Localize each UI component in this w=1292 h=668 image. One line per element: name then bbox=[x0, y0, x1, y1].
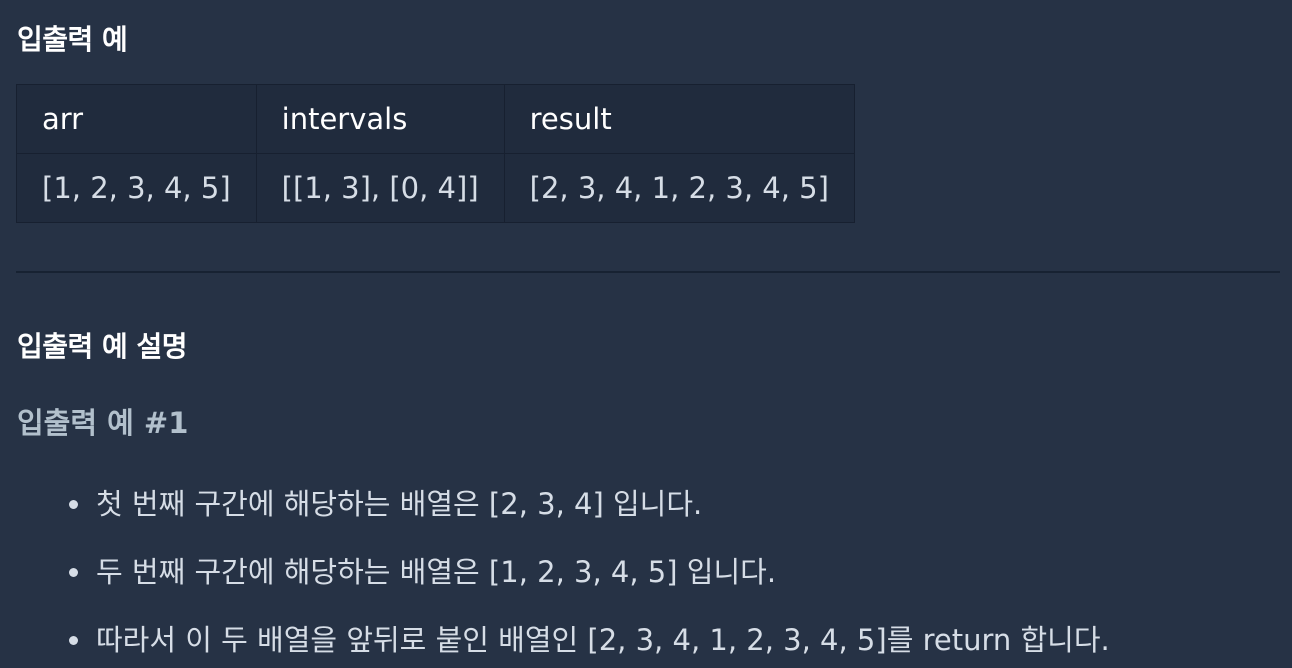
example-1-title: 입출력 예 #1 bbox=[17, 406, 189, 440]
column-header-result: result bbox=[503, 84, 855, 154]
list-item: 첫 번째 구간에 해당하는 배열은 [2, 3, 4] 입니다. bbox=[66, 484, 1110, 552]
list-item: 두 번째 구간에 해당하는 배열은 [1, 2, 3, 4, 5] 입니다. bbox=[66, 552, 1110, 620]
explanation-list: 첫 번째 구간에 해당하는 배열은 [2, 3, 4] 입니다. 두 번째 구간… bbox=[66, 484, 1110, 668]
table-row: [1, 2, 3, 4, 5] [[1, 3], [0, 4]] [2, 3, … bbox=[16, 153, 855, 223]
bullet-icon bbox=[69, 500, 78, 509]
column-header-arr: arr bbox=[16, 84, 257, 154]
list-item-text: 따라서 이 두 배열을 앞뒤로 붙인 배열인 [2, 3, 4, 1, 2, 3… bbox=[96, 623, 1110, 657]
list-item-text: 두 번째 구간에 해당하는 배열은 [1, 2, 3, 4, 5] 입니다. bbox=[96, 555, 777, 589]
list-item: 따라서 이 두 배열을 앞뒤로 붙인 배열인 [2, 3, 4, 1, 2, 3… bbox=[66, 620, 1110, 668]
section-divider bbox=[16, 271, 1280, 273]
cell-arr: [1, 2, 3, 4, 5] bbox=[16, 153, 257, 223]
column-header-intervals: intervals bbox=[255, 84, 505, 154]
table-header-row: arr intervals result bbox=[16, 84, 855, 154]
bullet-icon bbox=[69, 636, 78, 645]
cell-result: [2, 3, 4, 1, 2, 3, 4, 5] bbox=[503, 153, 855, 223]
list-item-text: 첫 번째 구간에 해당하는 배열은 [2, 3, 4] 입니다. bbox=[96, 487, 703, 521]
io-example-heading: 입출력 예 bbox=[17, 23, 128, 56]
io-explanation-heading: 입출력 예 설명 bbox=[17, 330, 188, 363]
io-example-table: arr intervals result [1, 2, 3, 4, 5] [[1… bbox=[16, 84, 855, 223]
bullet-icon bbox=[69, 568, 78, 577]
cell-intervals: [[1, 3], [0, 4]] bbox=[255, 153, 505, 223]
